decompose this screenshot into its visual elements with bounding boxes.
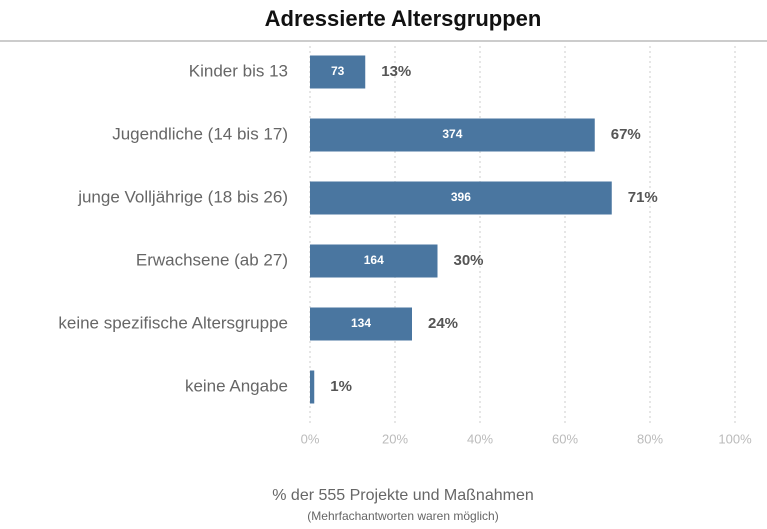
category-label: keine spezifische Altersgruppe [58, 313, 288, 332]
count-label: 134 [351, 316, 371, 330]
x-axis-label: % der 555 Projekte und Maßnahmen [272, 487, 533, 504]
x-tick-label: 60% [552, 431, 578, 446]
value-label: 24% [428, 315, 458, 332]
count-label: 164 [364, 253, 384, 267]
count-label: 396 [451, 190, 471, 204]
bar [310, 55, 366, 89]
x-tick-label: 80% [637, 431, 663, 446]
bar [310, 244, 438, 278]
category-label: keine Angabe [185, 376, 288, 395]
category-label: Erwachsene (ab 27) [136, 250, 288, 269]
category-label: Kinder bis 13 [189, 61, 288, 80]
x-tick-label: 20% [382, 431, 408, 446]
bar [310, 181, 612, 215]
note: (Mehrfachantworten waren möglich) [307, 509, 498, 523]
value-label: 67% [611, 126, 641, 143]
x-tick-label: 100% [718, 431, 752, 446]
bar [310, 118, 595, 152]
value-label: 30% [454, 252, 484, 269]
category-label: Jugendliche (14 bis 17) [112, 124, 288, 143]
bar [310, 307, 412, 341]
category-label: junge Volljährige (18 bis 26) [77, 187, 288, 206]
x-tick-label: 40% [467, 431, 493, 446]
value-label: 71% [628, 189, 658, 206]
value-label: 13% [381, 63, 411, 80]
count-label: 374 [442, 127, 462, 141]
count-label: 73 [331, 64, 345, 78]
bar [310, 370, 315, 404]
chart-title: Adressierte Altersgruppen [265, 6, 542, 31]
value-label: 1% [330, 378, 352, 395]
x-tick-label: 0% [301, 431, 320, 446]
